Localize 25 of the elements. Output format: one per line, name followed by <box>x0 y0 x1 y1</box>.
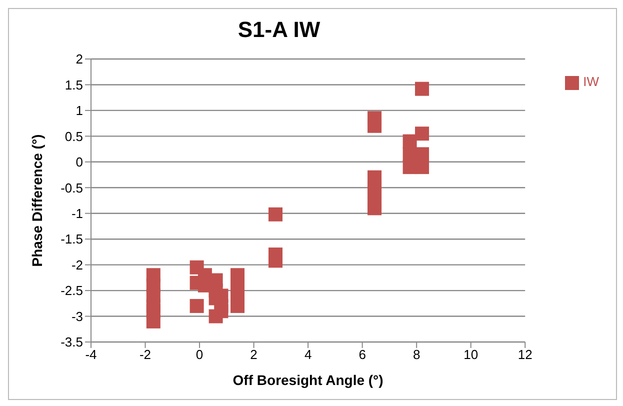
x-tick-label: 2 <box>250 347 258 362</box>
y-tick-label: 1 <box>76 103 83 118</box>
y-tick-label: -3 <box>71 308 83 324</box>
y-tick-label: -2 <box>71 257 83 272</box>
legend-label: IW <box>583 74 599 89</box>
y-tick-label: 0 <box>76 154 83 170</box>
y-tick-label: -3.5 <box>60 334 83 350</box>
x-tick-label: 0 <box>196 347 204 362</box>
x-tick-label: 4 <box>304 347 312 362</box>
y-tick-label: 0.5 <box>64 128 83 144</box>
x-tick-label: 10 <box>464 347 478 362</box>
chart-title: S1-A IW <box>236 17 322 43</box>
y-tick-label: 1.5 <box>64 77 83 92</box>
y-tick-label: 2 <box>76 52 83 67</box>
y-tick-label: -0.5 <box>60 180 83 196</box>
y-tick-label: -2.5 <box>60 283 83 298</box>
x-axis-title: Off Boresight Angle (°) <box>232 372 384 388</box>
y-axis-title: Phase Difference (°) <box>28 134 45 267</box>
y-tick-label: -1 <box>71 206 83 221</box>
x-tick-label: 6 <box>358 347 366 362</box>
y-tick-label: -1.5 <box>60 232 83 247</box>
x-tick-label: 12 <box>518 347 532 362</box>
x-tick-label: 8 <box>412 347 420 362</box>
x-tick-label: -2 <box>139 347 152 362</box>
x-tick-label: -4 <box>85 347 97 362</box>
